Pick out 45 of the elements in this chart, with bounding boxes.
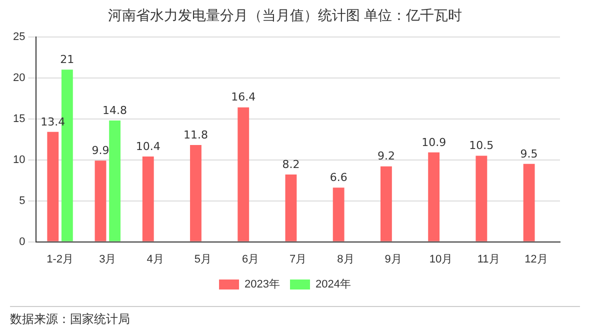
x-tick-label: 4月 (146, 253, 164, 266)
legend-label: 2023年 (244, 278, 280, 291)
data-label: 10.4 (136, 140, 160, 153)
data-label: 6.6 (330, 171, 348, 184)
bar (523, 164, 535, 242)
y-tick-label: 25 (12, 30, 26, 43)
data-label: 21 (60, 52, 74, 66)
data-label: 9.9 (92, 144, 110, 157)
bar (47, 132, 59, 242)
data-label: 8.2 (282, 158, 300, 171)
x-tick-label: 7月 (290, 253, 307, 266)
bar (332, 188, 344, 242)
x-tick-label: 1-2月 (46, 253, 74, 266)
x-tick-label: 8月 (337, 253, 354, 266)
bar (94, 160, 106, 242)
x-tick-label: 11月 (477, 253, 500, 266)
legend-label: 2024年 (316, 278, 351, 291)
data-label: 10.5 (469, 139, 494, 152)
chart-title: 河南省水力发电量分月（当月值）统计图 单位：亿千瓦时 (108, 8, 462, 24)
y-tick-label: 5 (19, 194, 26, 207)
y-tick-label: 15 (12, 112, 26, 125)
x-tick-label: 10月 (429, 253, 453, 266)
source-note: 数据来源：国家统计局 (10, 311, 131, 328)
data-label: 11.8 (183, 128, 208, 142)
data-label: 10.9 (422, 136, 446, 149)
bar (109, 120, 121, 242)
bar (285, 174, 297, 242)
y-tick-label: 10 (12, 154, 26, 166)
data-label: 9.5 (520, 147, 538, 160)
x-tick-label: 9月 (384, 253, 402, 266)
bar (142, 156, 154, 242)
bar (190, 145, 202, 242)
bar (476, 156, 488, 242)
data-label: 9.2 (377, 150, 395, 163)
x-tick-label: 12月 (524, 253, 548, 266)
y-tick-label: 20 (12, 72, 26, 84)
x-tick-label: 3月 (99, 253, 116, 266)
x-tick-label: 5月 (194, 253, 212, 266)
data-label: 16.4 (231, 90, 256, 104)
bar (238, 107, 250, 242)
bar (380, 166, 392, 242)
data-label: 14.8 (102, 104, 128, 117)
y-tick-label: 0 (19, 236, 26, 248)
x-tick-label: 6月 (242, 253, 260, 266)
bar (428, 152, 440, 242)
